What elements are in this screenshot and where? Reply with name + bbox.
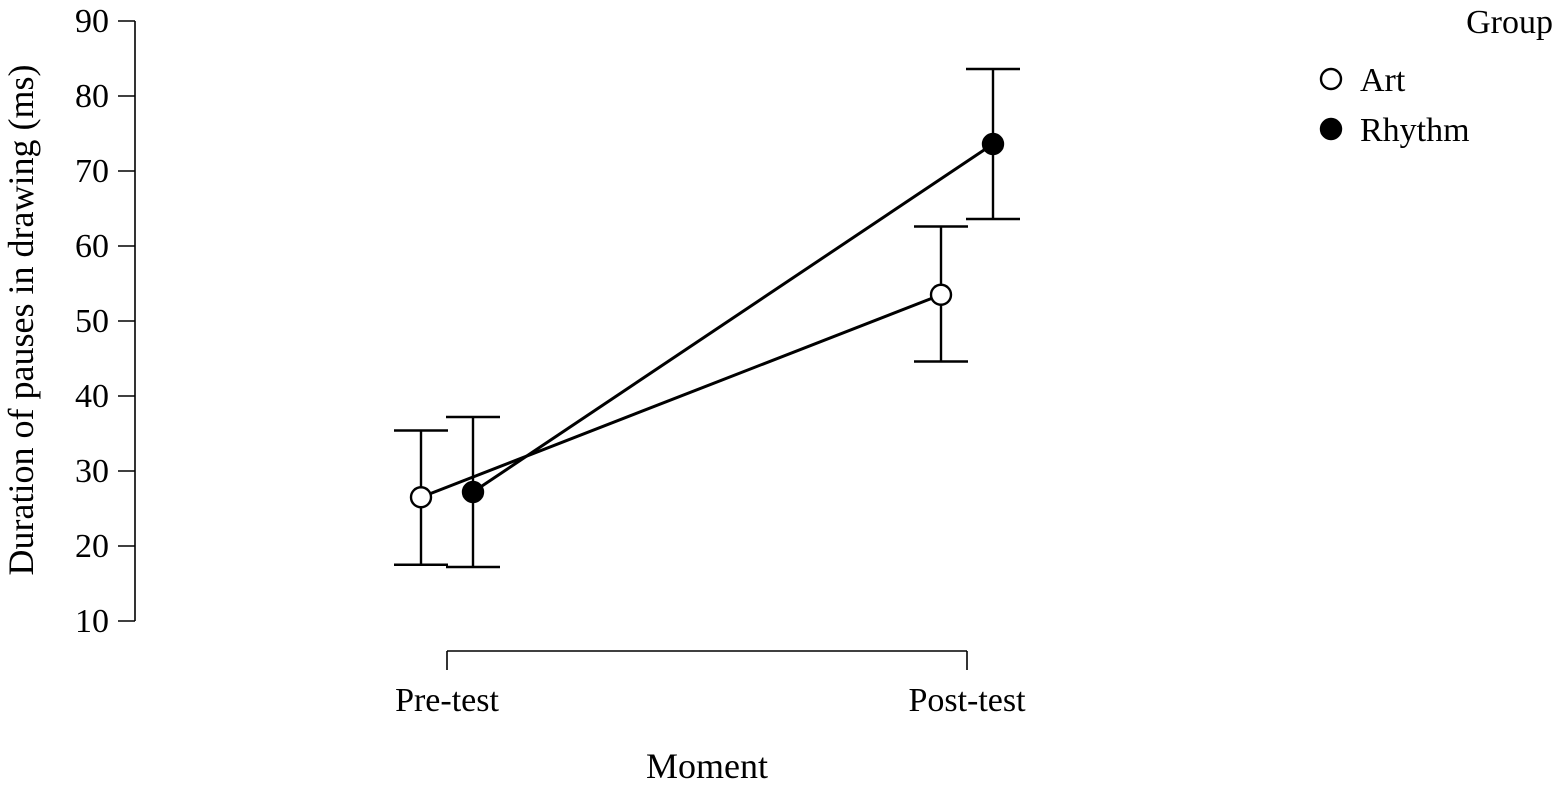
y-axis: 10 20 30 40 50 60 70 80 90 bbox=[75, 3, 136, 640]
y-tick-label: 50 bbox=[75, 303, 109, 340]
data-point-rhythm bbox=[461, 480, 485, 504]
data-point-art bbox=[409, 486, 433, 509]
y-tick-label: 30 bbox=[75, 453, 109, 490]
y-tick-label: 60 bbox=[75, 228, 109, 265]
y-tick-label: 10 bbox=[75, 603, 109, 640]
series-line-art bbox=[420, 293, 942, 499]
y-tick-label: 20 bbox=[75, 528, 109, 565]
y-tick-label: 40 bbox=[75, 378, 109, 415]
data-point-art bbox=[929, 283, 953, 306]
y-tick-label: 80 bbox=[75, 78, 109, 115]
series-layer bbox=[394, 67, 1020, 569]
y-tick-label: 70 bbox=[75, 153, 109, 190]
legend-marker-art bbox=[1319, 67, 1343, 91]
legend-label-art: Art bbox=[1360, 62, 1406, 99]
x-tick-label: Pre-test bbox=[395, 682, 499, 719]
y-tick-label: 90 bbox=[75, 3, 109, 40]
x-axis: Pre-test Post-test bbox=[395, 650, 1026, 719]
legend-label-rhythm: Rhythm bbox=[1360, 112, 1470, 149]
data-point-rhythm bbox=[981, 132, 1005, 156]
legend: Group Art Rhythm bbox=[1319, 4, 1553, 149]
legend-marker-rhythm bbox=[1319, 117, 1343, 141]
series-line-rhythm bbox=[472, 142, 994, 494]
y-axis-title: Duration of pauses in drawing (ms) bbox=[1, 65, 41, 576]
legend-title: Group bbox=[1466, 4, 1553, 41]
x-axis-title: Moment bbox=[646, 746, 768, 785]
x-tick-label: Post-test bbox=[908, 682, 1026, 719]
